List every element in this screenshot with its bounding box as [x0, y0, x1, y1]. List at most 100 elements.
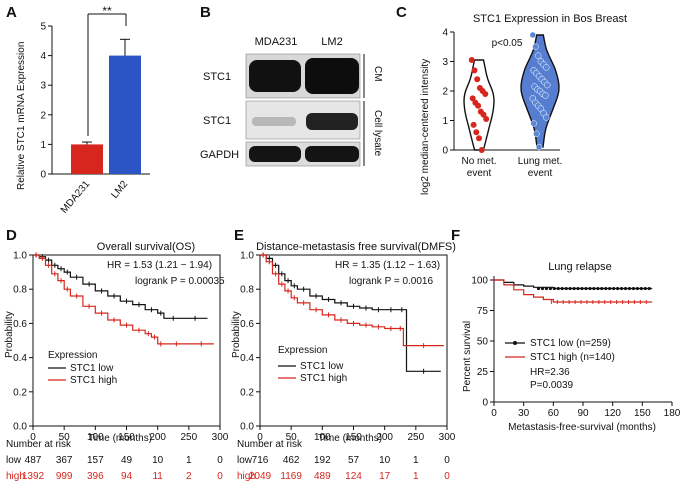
- panel-letter-e: E: [234, 227, 244, 244]
- panel-e-risk-high-label: high: [237, 471, 256, 482]
- panel-e-risk-low-value: 192: [314, 455, 331, 466]
- panel-f-censor-dot: [540, 286, 545, 291]
- panel-f-xtick-label: 30: [518, 408, 530, 419]
- panel-a-bar-lm2: [109, 55, 141, 174]
- panel-d-km-os: Overall survival(OS) HR = 1.53 (1.21 − 1…: [4, 241, 229, 482]
- panel-a-bar-mda231: [71, 144, 103, 174]
- panel-f-curve-high: [494, 279, 653, 303]
- panel-e-xtick-label: 200: [376, 432, 393, 443]
- panel-d-xtick-label: 250: [180, 432, 197, 443]
- panel-e-xtick-label: 0: [257, 432, 263, 443]
- panel-d-risk-title: Number at risk: [6, 439, 72, 450]
- panel-f-censor-dot: [548, 286, 552, 291]
- panel-f-censor-dot: [544, 286, 549, 291]
- panel-c-point: [534, 52, 542, 59]
- panel-f-censor-dot: [600, 286, 604, 291]
- panel-c-point: [471, 67, 478, 74]
- panel-e-xlabel: Time (months): [318, 433, 382, 444]
- panel-c-ytick-label: 1: [442, 116, 448, 127]
- panel-c-ytick-label: 3: [442, 57, 448, 68]
- panel-a-xtick-mda231: MDA231: [59, 179, 93, 216]
- panel-f-censor-dot: [619, 286, 624, 291]
- panel-letter-a: A: [6, 4, 17, 21]
- panel-f-hr: HR=2.36: [530, 367, 570, 378]
- panel-c-point: [542, 92, 549, 99]
- panel-e-curve-high: [260, 254, 444, 347]
- panel-c-point: [468, 57, 475, 64]
- panel-b-western-blot: MDA231 LM2 STC1 STC1 GAPDH CM Cell lysat…: [200, 36, 383, 167]
- panel-c-point: [478, 147, 485, 153]
- panel-d-risk-low-value: 157: [87, 455, 104, 466]
- panel-f-censor-dot: [556, 286, 560, 291]
- panel-a-ytick-label: 4: [40, 51, 46, 62]
- panel-e-risk-high-value: 489: [314, 471, 331, 482]
- panel-c-point: [530, 120, 537, 127]
- panel-c-point: [475, 102, 482, 109]
- blot-band-cm-mda231: [249, 60, 301, 92]
- panel-c-point: [533, 130, 540, 138]
- panel-f-legend-marker-low: [513, 341, 517, 345]
- panel-c-point: [543, 81, 551, 89]
- panel-d-risk-low-value: 367: [56, 455, 73, 466]
- blot-row-label-gapdh: GAPDH: [200, 149, 239, 161]
- panel-e-ylabel: Probability: [231, 311, 242, 358]
- panel-c-violin-plot: STC1 Expression in Bos Breast p<0.05 log…: [420, 13, 627, 195]
- panel-d-curve-high: [33, 254, 214, 345]
- blot-band-gapdh-mda231: [249, 146, 301, 162]
- blot-side-label-cm: CM: [372, 66, 383, 82]
- panel-f-censor-dot: [580, 286, 584, 291]
- panel-f-censor-dot: [639, 286, 643, 291]
- panel-d-ytick-label: 1.0: [13, 251, 27, 262]
- panel-f-ytick-label: 0: [482, 398, 488, 409]
- panel-f-censor-dot: [584, 286, 588, 291]
- panel-e-risk-title: Number at risk: [237, 439, 303, 450]
- panel-d-xtick-label: 150: [118, 432, 135, 443]
- panel-d-risk-high-label: high: [6, 471, 25, 482]
- panel-a-ytick-label: 2: [40, 110, 46, 121]
- panel-d-ytick-label: 0.4: [13, 353, 27, 364]
- panel-e-risk-low-value: 0: [444, 455, 450, 466]
- panel-f-lung-relapse: Lung relapse Percent survival Metastasis…: [462, 261, 681, 433]
- panel-f-censor-dot: [564, 286, 568, 291]
- panel-f-censor-dot: [612, 286, 616, 291]
- panel-f-censor-dot: [588, 286, 592, 291]
- panel-f-censor-dot: [568, 286, 572, 291]
- panel-d-risk-high-value: 1392: [22, 471, 45, 482]
- panel-f-xtick-label: 0: [491, 408, 497, 419]
- panel-e-xtick-label: 150: [345, 432, 362, 443]
- panel-f-legend-high: STC1 high (n=140): [530, 352, 615, 363]
- panel-c-xtick-nomet-1: No met.: [461, 156, 496, 167]
- panel-f-p: P=0.0039: [530, 380, 574, 391]
- panel-e-legend-title: Expression: [278, 345, 327, 356]
- panel-c-point: [476, 135, 482, 142]
- panel-e-logrank: logrank P = 0.0016: [349, 276, 433, 287]
- panel-f-xtick-label: 90: [577, 408, 589, 419]
- panel-e-risk-high-value: 1: [413, 471, 419, 482]
- panel-c-point: [480, 111, 487, 118]
- panel-e-xtick-label: 100: [314, 432, 331, 443]
- panel-f-censor-dot: [647, 286, 651, 291]
- panel-c-point: [470, 121, 477, 128]
- panel-d-ytick-label: 0.6: [13, 319, 27, 330]
- panel-f-censor-dot: [592, 286, 596, 291]
- panel-d-risk-low-value: 487: [25, 455, 42, 466]
- panel-c-point: [473, 129, 480, 136]
- panel-a-ytick-label: 3: [40, 81, 46, 92]
- panel-a-ytick-label: 0: [40, 170, 46, 181]
- panel-d-risk-low-value: 10: [152, 455, 164, 466]
- panel-e-legend-low: STC1 low: [300, 361, 344, 372]
- panel-e-hr: HR = 1.35 (1.12 − 1.63): [335, 260, 440, 271]
- panel-d-legend-title: Expression: [48, 350, 97, 361]
- panel-f-xtick-label: 180: [664, 408, 681, 419]
- blot-band-lysate-lm2: [306, 113, 358, 130]
- panel-a-xtick-lm2: LM2: [109, 179, 130, 201]
- panel-c-ytick-label: 0: [442, 146, 448, 157]
- panel-c-point: [529, 31, 537, 39]
- panel-f-ytick-label: 75: [477, 306, 489, 317]
- panel-d-hr: HR = 1.53 (1.21 − 1.94): [107, 260, 212, 271]
- panel-f-ytick-label: 50: [477, 337, 489, 348]
- panel-f-censor-dot: [604, 286, 608, 291]
- panel-c-ytick-label: 4: [442, 28, 448, 39]
- panel-c-point: [482, 90, 489, 97]
- panel-d-ytick-label: 0.0: [13, 422, 27, 433]
